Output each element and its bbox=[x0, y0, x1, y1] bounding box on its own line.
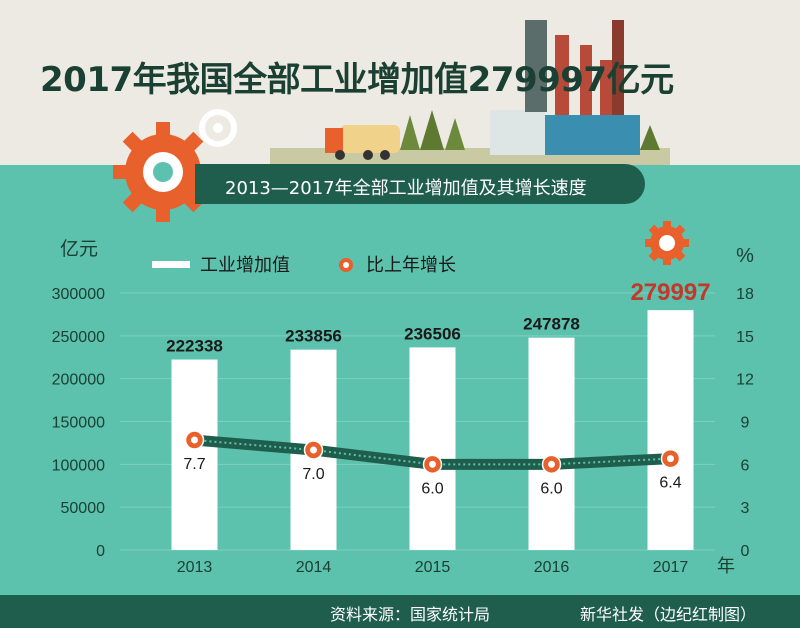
bar-value-label: 247878 bbox=[523, 315, 580, 334]
y-left-tick-label: 250000 bbox=[52, 329, 105, 346]
growth-value-label: 6.0 bbox=[421, 480, 443, 497]
y-left-tick-label: 150000 bbox=[52, 415, 105, 432]
x-tick-label: 2013 bbox=[177, 559, 213, 576]
x-tick-label: 2014 bbox=[296, 559, 332, 576]
x-tick-label: 2015 bbox=[415, 559, 451, 576]
y-left-tick-label: 50000 bbox=[61, 500, 106, 517]
bar bbox=[171, 359, 218, 550]
y-right-tick-label: 6 bbox=[741, 457, 750, 474]
bar-value-label: 233856 bbox=[285, 327, 342, 346]
bar bbox=[409, 347, 456, 550]
legend-marker-swatch-center bbox=[343, 262, 349, 268]
y-right-tick-label: 0 bbox=[741, 543, 750, 560]
credit-note: 新华社发（边纪红制图） bbox=[580, 605, 757, 624]
source-note: 资料来源：国家统计局 bbox=[330, 605, 491, 624]
growth-marker-center bbox=[667, 455, 674, 463]
y-left-tick-label: 100000 bbox=[52, 457, 105, 474]
y-right-tick-label: 15 bbox=[736, 329, 754, 346]
growth-marker-center bbox=[548, 460, 555, 468]
y-left-tick-label: 0 bbox=[96, 543, 105, 560]
y-left-tick-label: 300000 bbox=[52, 286, 105, 303]
y-right-unit: % bbox=[736, 245, 754, 267]
y-right-tick-label: 9 bbox=[741, 415, 750, 432]
bar-value-label: 236506 bbox=[404, 324, 461, 343]
growth-marker-center bbox=[191, 436, 198, 444]
industrial-scene-illustration bbox=[270, 20, 670, 165]
footer-bar bbox=[0, 595, 800, 628]
x-tick-label: 2016 bbox=[534, 559, 570, 576]
bar bbox=[647, 310, 694, 550]
page-title: 2017年我国全部工业增加值279997亿元 bbox=[40, 60, 674, 100]
chart-subtitle: 2013—2017年全部工业增加值及其增长速度 bbox=[225, 178, 587, 199]
legend-bar-swatch bbox=[152, 261, 190, 268]
growth-value-label: 7.0 bbox=[302, 466, 324, 483]
y-right-tick-label: 12 bbox=[736, 372, 754, 389]
subtitle-banner bbox=[195, 164, 645, 204]
bar bbox=[528, 337, 575, 550]
x-unit-label: 年 bbox=[717, 556, 735, 576]
growth-value-label: 7.7 bbox=[183, 456, 205, 473]
bar-value-label: 279997 bbox=[630, 279, 710, 306]
y-right-tick-label: 3 bbox=[741, 500, 750, 517]
growth-marker-center bbox=[429, 460, 436, 468]
legend-bar-label: 工业增加值 bbox=[200, 255, 290, 275]
growth-value-label: 6.4 bbox=[659, 475, 681, 492]
x-tick-label: 2017 bbox=[653, 559, 689, 576]
legend-line-label: 比上年增长 bbox=[366, 255, 456, 275]
y-left-tick-label: 200000 bbox=[52, 372, 105, 389]
y-right-tick-label: 18 bbox=[736, 286, 754, 303]
bar-value-label: 222338 bbox=[166, 337, 223, 356]
y-left-unit: 亿元 bbox=[60, 238, 98, 260]
growth-value-label: 6.0 bbox=[540, 480, 562, 497]
growth-marker-center bbox=[310, 446, 317, 454]
